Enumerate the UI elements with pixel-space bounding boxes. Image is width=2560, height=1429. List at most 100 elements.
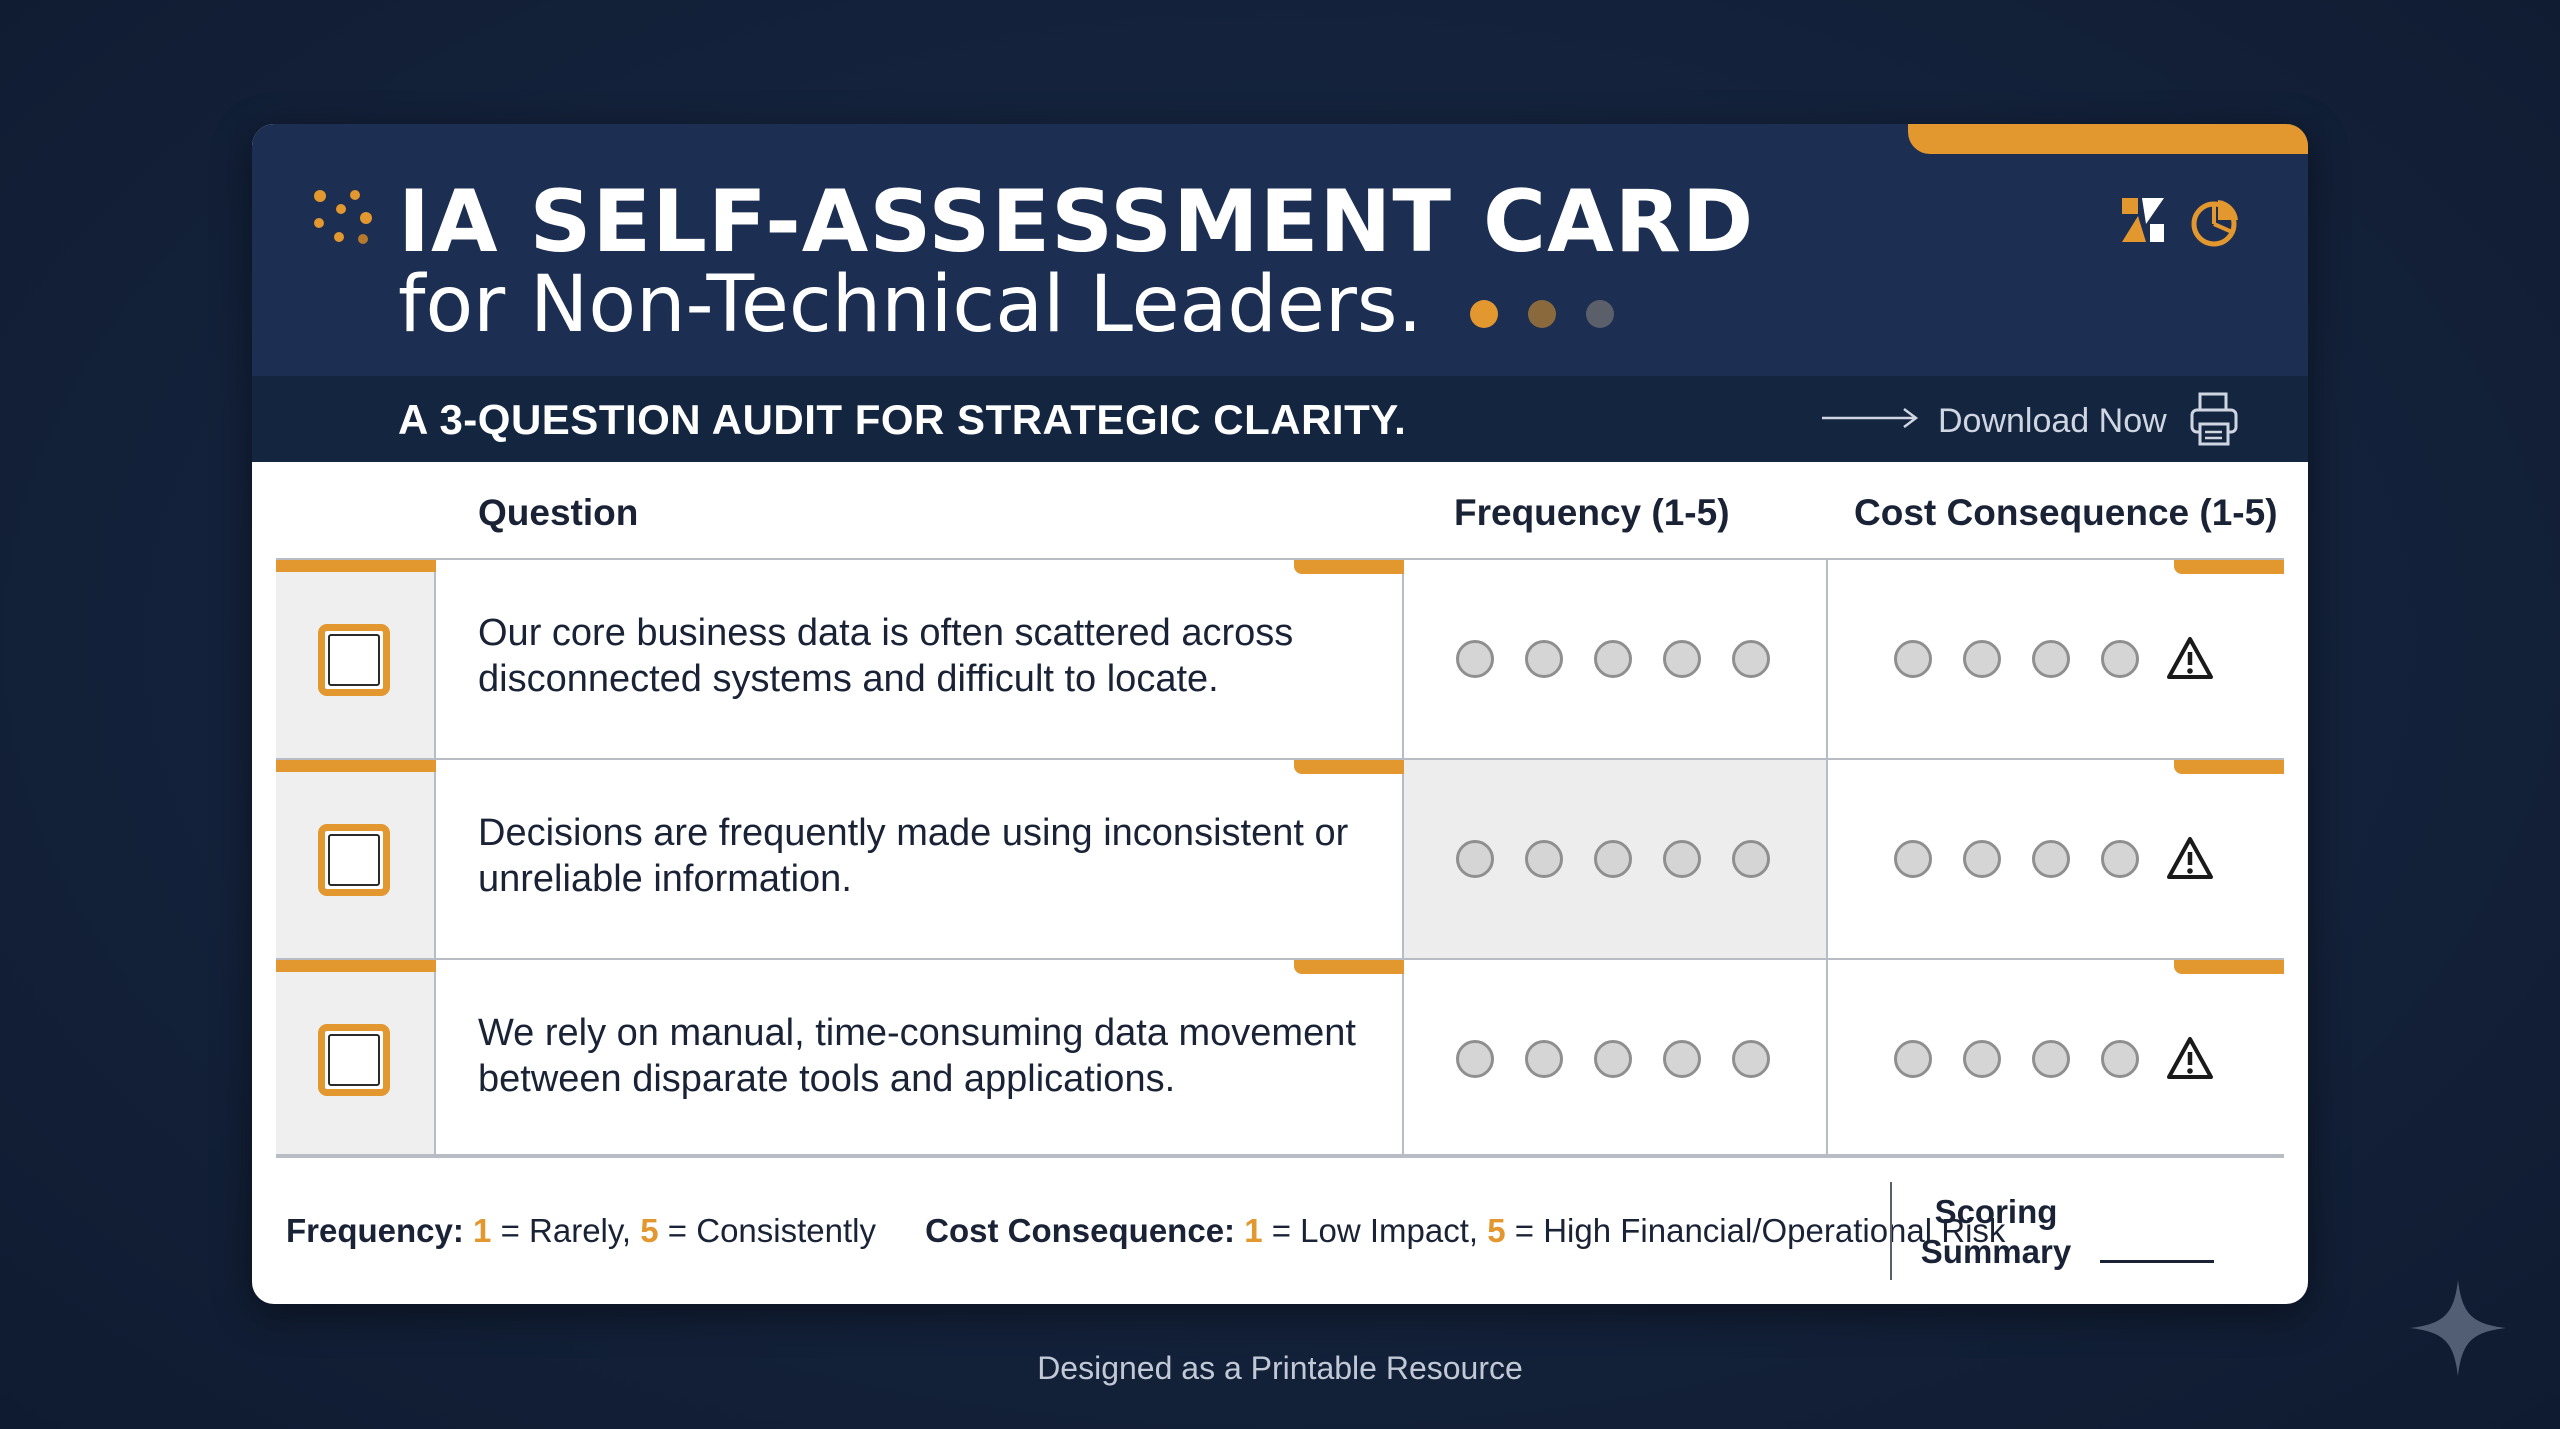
row-accent-tab — [2174, 560, 2284, 574]
rating-option-3[interactable] — [2032, 1040, 2070, 1078]
arrow-right-icon — [1822, 408, 1919, 428]
rating-option-5[interactable] — [1732, 840, 1770, 878]
frequency-cell — [1404, 960, 1828, 1156]
table-row: Decisions are frequently made using inco… — [276, 758, 2284, 958]
rating-option-1[interactable] — [1894, 1040, 1932, 1078]
column-question: Question — [478, 492, 639, 533]
row-accent-tab — [1294, 960, 1404, 974]
rating-option-3[interactable] — [1594, 640, 1632, 678]
rating-option-3[interactable] — [2032, 840, 2070, 878]
page-subtitle: for Non-Technical Leaders. — [398, 260, 1423, 350]
rating-option-2[interactable] — [1963, 640, 2001, 678]
scoring-line-1: Scoring — [1934, 1193, 2058, 1230]
rating-option-1[interactable] — [1456, 1040, 1494, 1078]
row-accent-tab — [2174, 760, 2284, 774]
header-accent-bar — [1908, 124, 2308, 154]
rating-option-4[interactable] — [1663, 840, 1701, 878]
warning-icon[interactable] — [2166, 1036, 2214, 1080]
row-checkbox[interactable] — [318, 1024, 390, 1096]
row-accent-bar — [276, 960, 436, 972]
header-icons — [2116, 194, 2240, 250]
row-accent-tab — [1294, 560, 1404, 574]
cost-cell — [1828, 560, 2284, 758]
rating-option-1[interactable] — [1456, 640, 1494, 678]
checkbox-cell — [276, 760, 436, 958]
question-text: We rely on manual, time-consuming data m… — [478, 1012, 1356, 1100]
page-title: IA SELF-ASSESSMENT CARD — [398, 172, 1755, 272]
frequency-legend-label: Frequency: — [286, 1212, 464, 1249]
scoring-summary-field[interactable] — [2100, 1260, 2214, 1263]
frequency-cell — [1404, 560, 1828, 758]
rating-option-5[interactable] — [1732, 1040, 1770, 1078]
table-header: Question Frequency (1-5) Cost Consequenc… — [276, 462, 2284, 558]
assessment-card: IA SELF-ASSESSMENT CARD for Non-Technica… — [252, 124, 2308, 1304]
download-now-button[interactable]: Download Now — [1820, 390, 2240, 448]
table-row: Our core business data is often scattere… — [276, 558, 2284, 758]
column-frequency: Frequency (1-5) — [1454, 492, 1730, 533]
tagline-strip: A 3-QUESTION AUDIT FOR STRATEGIC CLARITY… — [252, 376, 2308, 462]
cost-low-number: 1 — [1244, 1212, 1263, 1249]
row-accent-tab — [2174, 960, 2284, 974]
legend-area: Frequency: 1 = Rarely, 5 = Consistently … — [276, 1154, 2284, 1304]
checkbox-cell — [276, 960, 436, 1156]
question-text: Decisions are frequently made using inco… — [478, 812, 1349, 900]
rating-option-2[interactable] — [1963, 840, 2001, 878]
rating-option-2[interactable] — [1525, 840, 1563, 878]
checkbox-cell — [276, 560, 436, 758]
scoring-summary-label: Scoring Summary — [1916, 1192, 2076, 1272]
rating-option-2[interactable] — [1525, 640, 1563, 678]
row-checkbox[interactable] — [318, 824, 390, 896]
row-accent-bar — [276, 560, 436, 572]
sparkle-icon — [2410, 1280, 2506, 1376]
legend-divider — [1890, 1182, 1892, 1280]
row-accent-bar — [276, 760, 436, 772]
cost-high-text: = High Financial/Operational Risk — [1505, 1212, 2006, 1249]
warning-icon[interactable] — [2166, 836, 2214, 880]
printer-icon[interactable] — [2188, 390, 2240, 448]
download-label: Download Now — [1938, 402, 2167, 440]
question-cell: Our core business data is often scattere… — [436, 560, 1404, 758]
rating-option-2[interactable] — [1525, 1040, 1563, 1078]
rating-option-3[interactable] — [1594, 1040, 1632, 1078]
rating-option-4[interactable] — [1663, 640, 1701, 678]
dots-logo-icon — [314, 190, 376, 252]
rating-option-4[interactable] — [2101, 840, 2139, 878]
rating-option-5[interactable] — [1732, 640, 1770, 678]
table-row: We rely on manual, time-consuming data m… — [276, 958, 2284, 1158]
chart-logo-icon — [2122, 198, 2164, 242]
cost-cell — [1828, 960, 2284, 1156]
rating-option-4[interactable] — [2101, 640, 2139, 678]
frequency-cell — [1404, 760, 1828, 958]
rating-option-4[interactable] — [2101, 1040, 2139, 1078]
cost-low-text: = Low Impact, — [1262, 1212, 1488, 1249]
cost-cell — [1828, 760, 2284, 958]
frequency-low-number: 1 — [473, 1212, 492, 1249]
rating-option-1[interactable] — [1456, 840, 1494, 878]
rating-option-1[interactable] — [1894, 640, 1932, 678]
cost-high-number: 5 — [1487, 1212, 1506, 1249]
scoring-line-2: Summary — [1920, 1233, 2072, 1270]
rating-option-4[interactable] — [1663, 1040, 1701, 1078]
card-header: IA SELF-ASSESSMENT CARD for Non-Technica… — [252, 124, 2308, 376]
rating-legend: Frequency: 1 = Rarely, 5 = Consistently … — [286, 1212, 2005, 1250]
question-text: Our core business data is often scattere… — [478, 612, 1294, 700]
rating-option-3[interactable] — [2032, 640, 2070, 678]
assessment-table: Question Frequency (1-5) Cost Consequenc… — [276, 462, 2284, 1158]
cost-legend-label: Cost Consequence: — [925, 1212, 1236, 1249]
footer-caption: Designed as a Printable Resource — [1037, 1350, 1523, 1386]
frequency-high-number: 5 — [640, 1212, 659, 1249]
rating-option-1[interactable] — [1894, 840, 1932, 878]
rating-option-2[interactable] — [1963, 1040, 2001, 1078]
frequency-low-text: = Rarely, — [491, 1212, 641, 1249]
row-checkbox[interactable] — [318, 624, 390, 696]
row-accent-tab — [1294, 760, 1404, 774]
warning-icon[interactable] — [2166, 636, 2214, 680]
tagline: A 3-QUESTION AUDIT FOR STRATEGIC CLARITY… — [398, 396, 1407, 443]
rating-option-3[interactable] — [1594, 840, 1632, 878]
frequency-high-text: = Consistently — [658, 1212, 876, 1249]
decorative-dots — [1470, 300, 1630, 330]
question-cell: We rely on manual, time-consuming data m… — [436, 960, 1404, 1156]
question-cell: Decisions are frequently made using inco… — [436, 760, 1404, 958]
pie-chart-icon — [2191, 200, 2238, 247]
column-cost-consequence: Cost Consequence (1-5) — [1854, 492, 2278, 533]
